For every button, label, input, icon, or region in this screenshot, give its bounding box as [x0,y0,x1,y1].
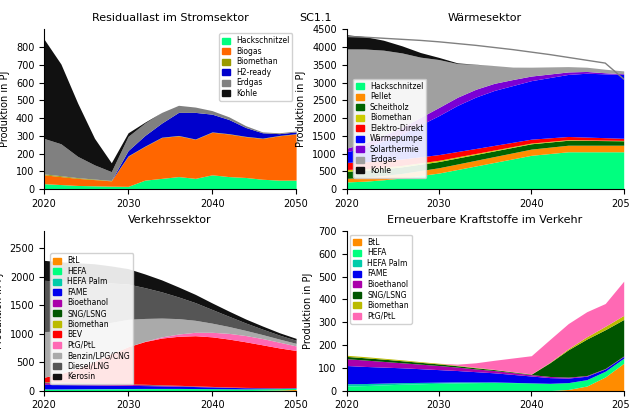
Title: Wärmesektor: Wärmesektor [448,13,522,23]
Legend: BtL, HEFA, HEFA Palm, FAME, Bioethanol, SNG/LSNG, Biomethan, BEV, PtG/PtL, Benzi: BtL, HEFA, HEFA Palm, FAME, Bioethanol, … [50,253,133,384]
Legend: Hackschnitzel, Pellet, Scheitholz, Biomethan, Elektro-Direkt, Wärmepumpe, Solart: Hackschnitzel, Pellet, Scheitholz, Biome… [353,79,427,178]
Y-axis label: Produktion in PJ: Produktion in PJ [1,71,10,147]
Y-axis label: Produktion in PJ: Produktion in PJ [303,273,312,349]
Legend: Hackschnitzel, Biogas, Biomethan, H2-ready, Erdgas, Kohle: Hackschnitzel, Biogas, Biomethan, H2-rea… [219,33,292,101]
Title: Residuallast im Stromsektor: Residuallast im Stromsektor [92,13,248,23]
Title: Erneuerbare Kraftstoffe im Verkehr: Erneuerbare Kraftstoffe im Verkehr [387,215,583,225]
Title: Verkehrssektor: Verkehrssektor [129,215,212,225]
Y-axis label: Produktion in PJ: Produktion in PJ [297,71,306,147]
Y-axis label: Produktion in PJ: Produktion in PJ [0,273,4,349]
Text: SC1.1: SC1.1 [299,13,331,23]
Legend: BtL, HEFA, HEFA Palm, FAME, Bioethanol, SNG/LSNG, Biomethan, PtG/PtL: BtL, HEFA, HEFA Palm, FAME, Bioethanol, … [350,235,412,324]
